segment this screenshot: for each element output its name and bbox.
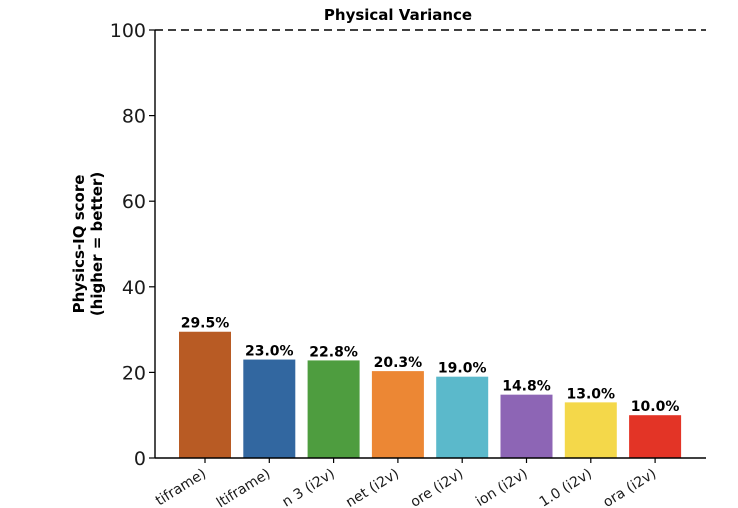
x-tick-label: n 3 (i2v) (279, 466, 337, 508)
bar (500, 394, 553, 458)
bar-value-label: 23.0% (245, 344, 294, 360)
data-labels: 29.5% 23.0% 22.8% 20.3% 19.0% 14.8% 13.0% 10.0% (181, 316, 680, 415)
chart-title: Physical Variance (324, 6, 472, 24)
x-tick-label: net (i2v) (343, 466, 402, 508)
y-tick-label: 80 (122, 106, 146, 128)
y-tick-label: 100 (110, 20, 146, 42)
y-axis-ticks: 0 20 40 60 80 100 (110, 20, 155, 470)
x-axis-ticks: tiframe) ltiframe) n 3 (i2v) net (i2v) ore (… (153, 458, 659, 508)
y-tick-label: 40 (122, 277, 146, 299)
x-tick-label: tiframe) (153, 466, 209, 508)
bar (436, 376, 489, 458)
bar-value-label: 20.3% (374, 355, 423, 371)
bar (371, 371, 424, 458)
bar-value-label: 29.5% (181, 316, 230, 332)
x-tick-label: ltiframe) (214, 466, 274, 508)
bar-value-label: 22.8% (309, 344, 358, 360)
bar (243, 359, 296, 458)
bar-value-label: 14.8% (502, 379, 551, 395)
x-tick-label: ion (i2v) (473, 466, 530, 508)
bar-value-label: 19.0% (438, 361, 487, 377)
x-tick-label: ora (i2v) (600, 466, 659, 508)
x-tick-label: 1.0 (i2v) (537, 466, 595, 508)
bar (179, 331, 231, 458)
bar-value-label: 10.0% (631, 399, 680, 415)
y-tick-label: 20 (122, 362, 146, 384)
bar (629, 415, 682, 458)
bar (564, 402, 617, 458)
y-axis-label: Physics-IQ score (higher = better) (70, 172, 106, 316)
bar-value-label: 13.0% (567, 386, 616, 402)
y-axis-label-line2: (higher = better) (88, 172, 106, 316)
y-tick-label: 60 (122, 191, 146, 213)
bar (307, 360, 360, 458)
y-axis-label-line1: Physics-IQ score (70, 175, 88, 314)
x-tick-label: ore (i2v) (408, 466, 467, 508)
bars (179, 331, 682, 458)
y-tick-label: 0 (134, 448, 146, 470)
